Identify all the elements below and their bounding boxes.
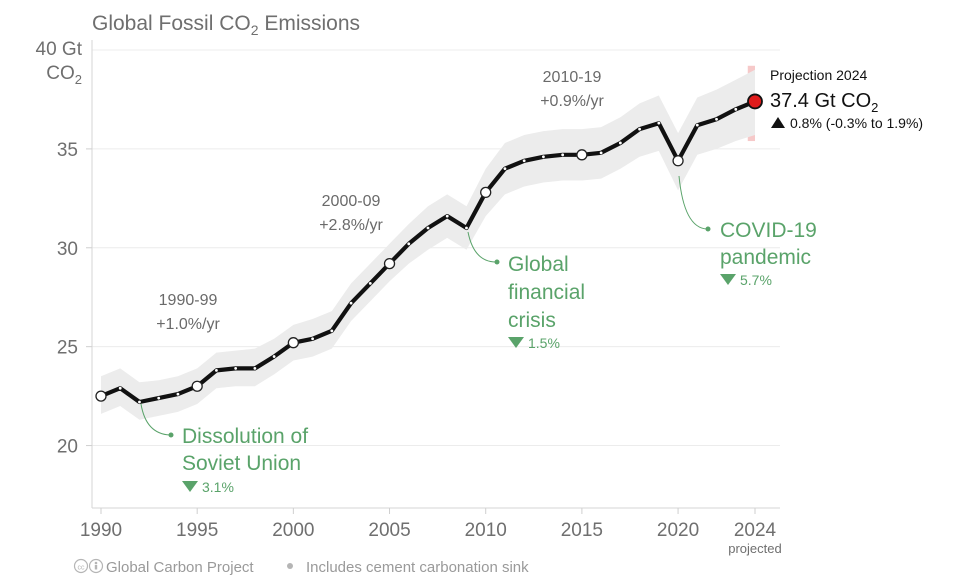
x-tick-label-1995: 1995 xyxy=(176,520,218,541)
y-tick-label-35: 35 xyxy=(57,140,78,161)
projection-up-triangle-icon xyxy=(771,117,785,128)
data-marker-2015 xyxy=(576,149,588,161)
data-point-1993 xyxy=(157,396,161,400)
footer: cc Global Carbon Project Includes cement… xyxy=(73,558,529,576)
data-point-1991 xyxy=(118,386,122,390)
x-tick-label-2000: 2000 xyxy=(272,520,314,541)
y-unit-label-line2: CO2 xyxy=(46,63,82,87)
covid-change: 5.7% xyxy=(740,272,772,288)
y-tick-label-30: 30 xyxy=(57,239,78,260)
cc-license-icon-text: cc xyxy=(78,565,86,572)
data-point-1994 xyxy=(176,392,180,396)
x-tick-label-2005: 2005 xyxy=(368,520,410,541)
data-marker-2010 xyxy=(480,186,492,199)
y-tick-label-25: 25 xyxy=(57,338,78,359)
chart-title: Global Fossil CO2 Emissions xyxy=(92,12,360,38)
data-point-2017 xyxy=(618,141,622,145)
data-point-2021 xyxy=(695,123,699,127)
data-point-2006 xyxy=(407,242,411,246)
soviet-leader-line xyxy=(140,403,171,436)
data-point-2002 xyxy=(330,329,334,333)
x-tick-note-projected: projected xyxy=(728,541,781,556)
x-axis-ticks: 1990 1995 2000 2005 2010 2015 2020 2024projecte… xyxy=(80,508,782,556)
gfc-label-line1: Global xyxy=(508,253,569,276)
projection-range: 0.8% (-0.3% to 1.9%) xyxy=(790,115,923,131)
data-point-1999 xyxy=(272,355,276,358)
data-marker-2005 xyxy=(383,257,396,270)
annotation-2010s-period: 2010-19 xyxy=(543,69,602,86)
footer-separator-dot xyxy=(287,563,293,569)
gfc-label-line3: crisis xyxy=(508,309,556,332)
data-point-2022 xyxy=(715,117,718,121)
data-point-1996 xyxy=(215,369,218,372)
cc-license-icon xyxy=(73,558,89,574)
y-unit-label-line1: 40 Gt xyxy=(36,39,83,60)
annotation-2010s-rate: +0.9%/yr xyxy=(540,93,604,110)
data-point-2023 xyxy=(734,107,738,111)
x-tick-label-2010: 2010 xyxy=(465,520,507,541)
gfc-leader-line xyxy=(467,231,497,263)
x-tick-label-2024: 2024 xyxy=(734,520,777,541)
footer-note: Includes cement carbonation sink xyxy=(306,559,529,576)
footer-source: Global Carbon Project xyxy=(106,559,254,576)
grid-lines xyxy=(91,40,780,509)
x-tick-label-2015: 2015 xyxy=(561,520,603,541)
y-tick-label-20: 20 xyxy=(57,437,78,458)
covid-leader-line xyxy=(678,175,708,230)
data-point-2013 xyxy=(542,155,545,159)
series-emissions xyxy=(95,69,763,420)
data-point-1998 xyxy=(253,367,257,370)
data-point-1997 xyxy=(234,367,238,370)
data-point-2018 xyxy=(638,127,641,131)
data-point-2012 xyxy=(522,159,526,163)
projection-marker-2024 xyxy=(747,93,763,110)
y-axis-ticks: 35 30 25 20 xyxy=(57,140,92,458)
soviet-change: 3.1% xyxy=(202,479,234,495)
gfc-label-line2: financial xyxy=(508,281,585,304)
soviet-label-line2: Soviet Union xyxy=(182,452,301,475)
data-marker-1990 xyxy=(95,390,107,402)
data-point-2011 xyxy=(503,167,507,171)
attribution-icon-body xyxy=(94,565,98,570)
data-point-1992 xyxy=(138,400,141,404)
gfc-down-triangle-icon xyxy=(508,337,524,348)
covid-label-line2: pandemic xyxy=(720,246,811,269)
data-marker-2020 xyxy=(672,155,684,167)
soviet-label-line1: Dissolution of xyxy=(182,425,308,448)
x-tick-label-2020: 2020 xyxy=(657,520,699,541)
data-point-2007 xyxy=(426,226,430,230)
x-tick-label-1990: 1990 xyxy=(80,520,122,541)
data-point-2019 xyxy=(657,121,661,125)
projection-label: Projection 2024 xyxy=(770,67,868,83)
annotation-1990s-rate: +1.0%/yr xyxy=(156,316,220,333)
data-point-2016 xyxy=(599,151,603,155)
annotation-1990s-period: 1990-99 xyxy=(159,292,218,309)
gfc-leader-dot xyxy=(494,259,500,265)
gfc-change: 1.5% xyxy=(528,335,560,351)
covid-down-triangle-icon xyxy=(720,274,736,285)
covid-label-line1: COVID-19 xyxy=(720,219,817,242)
covid-leader-dot xyxy=(705,226,711,232)
data-marker-1995 xyxy=(191,380,203,392)
data-marker-2000 xyxy=(287,337,300,349)
projection-value: 37.4 Gt CO2 xyxy=(770,90,878,115)
data-point-2003 xyxy=(349,301,353,305)
soviet-leader-dot xyxy=(168,432,174,438)
data-point-2009 xyxy=(465,226,468,230)
uncertainty-band xyxy=(101,69,755,420)
data-point-2014 xyxy=(561,153,565,157)
data-point-2004 xyxy=(368,281,372,285)
annotation-2000s-period: 2000-09 xyxy=(322,193,381,210)
annotation-2000s-rate: +2.8%/yr xyxy=(319,217,383,234)
attribution-icon xyxy=(88,558,104,574)
data-point-2008 xyxy=(445,214,449,218)
soviet-down-triangle-icon xyxy=(182,481,198,492)
data-point-2001 xyxy=(311,337,314,341)
attribution-icon-head xyxy=(94,561,98,565)
